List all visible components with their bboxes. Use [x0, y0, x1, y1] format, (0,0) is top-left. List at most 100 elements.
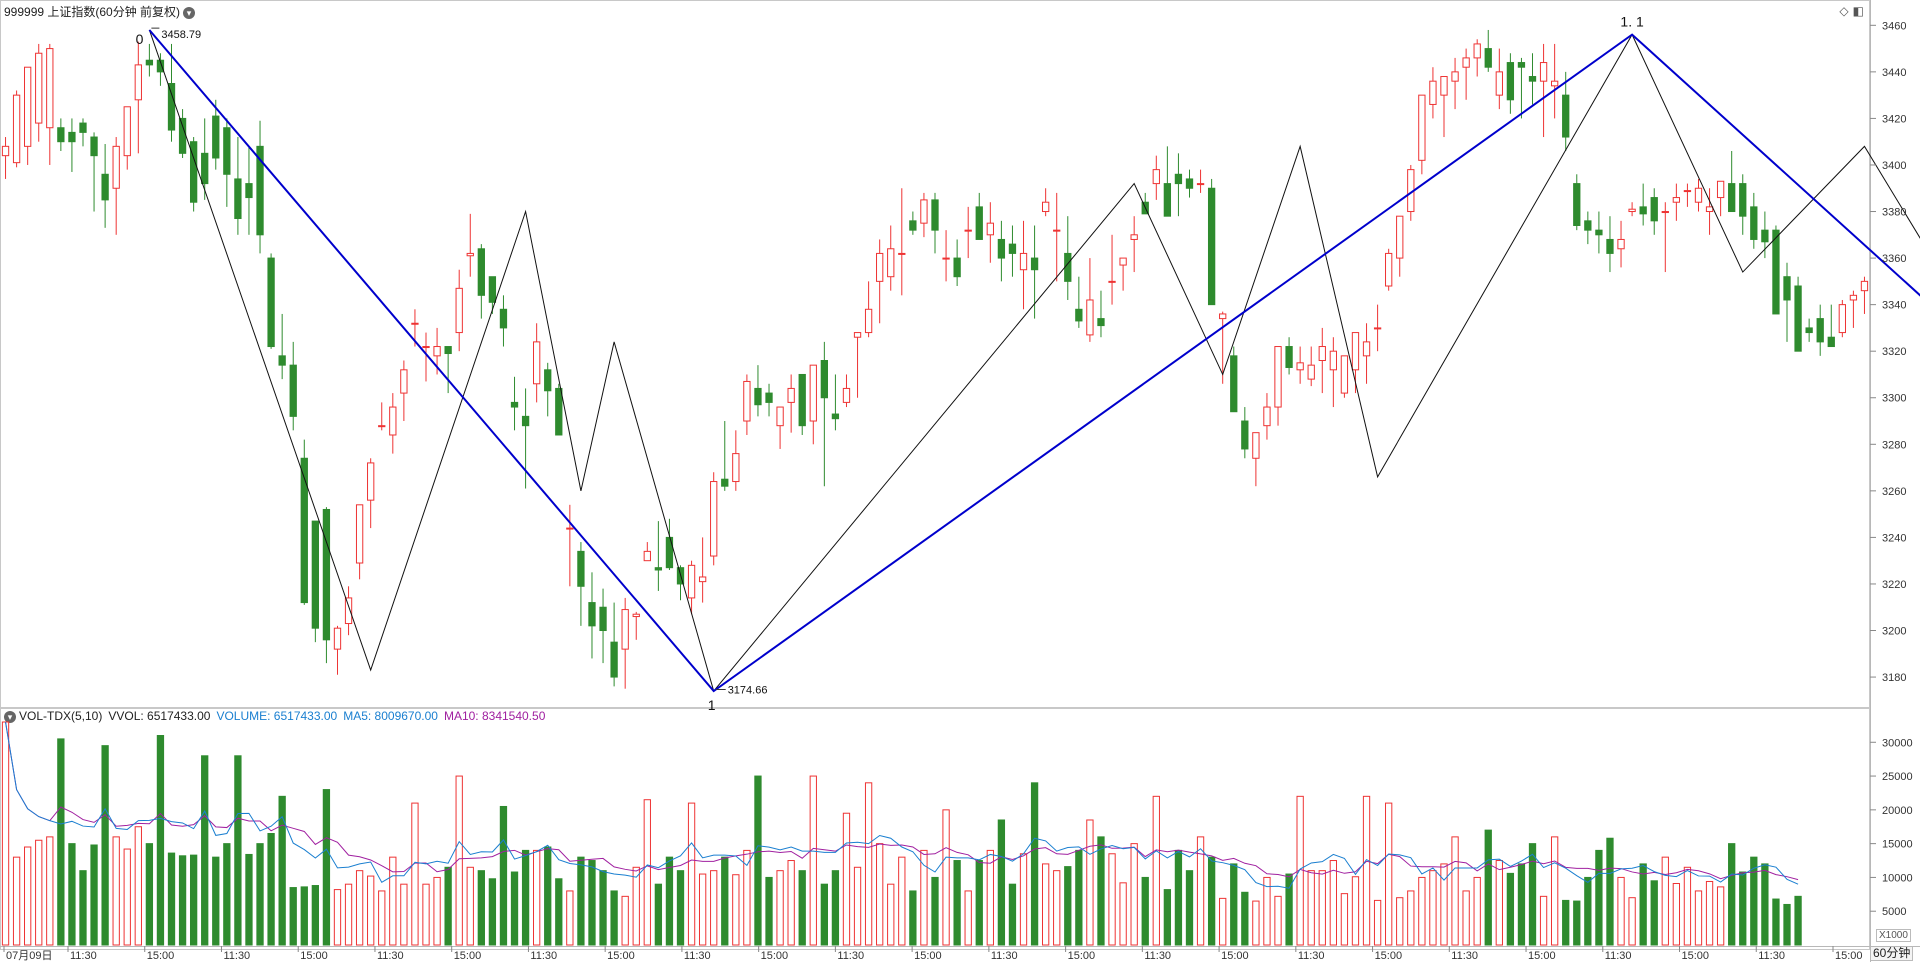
- candle-body: [1528, 76, 1537, 82]
- candle-body: [223, 127, 231, 175]
- high-value-label: 3458.79: [161, 29, 201, 41]
- volume-bar: [267, 833, 275, 946]
- candle-body: [1041, 201, 1050, 213]
- chevron-down-icon[interactable]: ▾: [4, 710, 16, 723]
- candle: [1772, 225, 1780, 315]
- price-axis-label: 3380: [1882, 207, 1906, 219]
- time-axis-label: 15:00: [1835, 950, 1863, 962]
- candle-body: [632, 613, 640, 618]
- candle: [311, 520, 320, 643]
- candle-body: [1252, 432, 1260, 459]
- candle-body: [698, 576, 707, 583]
- candle: [1495, 48, 1503, 110]
- volume-bar: [1196, 836, 1205, 946]
- candle-body: [1130, 234, 1138, 240]
- volume-bar: [687, 802, 696, 946]
- volume-bar: [920, 849, 928, 946]
- panel-toggle-icon[interactable]: ◧: [1852, 4, 1864, 18]
- candle-body: [1462, 57, 1470, 68]
- candle-body: [1019, 252, 1028, 271]
- candle-body: [278, 355, 286, 366]
- volume-bar: [654, 883, 663, 946]
- candle: [24, 66, 32, 165]
- volume-bar: [986, 849, 994, 946]
- volume-bar: [123, 848, 131, 946]
- volume-indicator-header: ▾ VOL-TDX(5,10) VVOL: 6517433.00 VOLUME: 65…: [4, 709, 551, 723]
- candle-body: [1075, 308, 1083, 322]
- candle-body: [732, 453, 740, 483]
- candle: [355, 504, 364, 580]
- candle: [687, 560, 696, 615]
- candle-body: [1207, 187, 1216, 306]
- candle-body: [68, 131, 76, 143]
- volume-bar: [842, 812, 851, 946]
- volume-bar: [278, 795, 286, 946]
- candle: [1307, 346, 1315, 387]
- candle: [643, 542, 651, 562]
- volume-bar: [1385, 802, 1393, 946]
- volume-bar: [1362, 795, 1371, 946]
- volume-bar: [1739, 871, 1747, 946]
- price-axis-label: 3280: [1882, 439, 1906, 451]
- volume-bar: [344, 883, 353, 946]
- volume-bar: [1716, 886, 1725, 946]
- candle-body: [1650, 197, 1658, 222]
- volume-bar: [234, 755, 242, 946]
- candle-body: [367, 462, 375, 501]
- candle-body: [621, 609, 629, 650]
- candle-body: [898, 252, 906, 255]
- volume-bar: [411, 802, 419, 946]
- volume-bar: [643, 799, 651, 946]
- candle-body: [1296, 362, 1304, 371]
- volume-bar: [1285, 873, 1293, 946]
- diamond-icon[interactable]: ◇: [1839, 4, 1849, 18]
- candle-body: [1716, 180, 1725, 199]
- candle-body: [1119, 257, 1127, 266]
- period-selector[interactable]: 60分钟: [1870, 946, 1914, 961]
- candle: [1196, 169, 1205, 193]
- candle-body: [134, 64, 142, 101]
- volume-bar: [1772, 898, 1780, 946]
- candle: [156, 53, 165, 86]
- candle: [588, 572, 596, 659]
- chart-title: 999999 上证指数(60分钟 前复权) ▾: [4, 3, 196, 20]
- candle-body: [1064, 252, 1072, 282]
- candle-body: [1030, 257, 1039, 271]
- candle: [1252, 432, 1260, 487]
- price-axis-label: 3180: [1882, 672, 1906, 684]
- candle-body: [167, 83, 176, 131]
- candle: [112, 137, 120, 235]
- candle-body: [1451, 71, 1459, 82]
- candle-body: [35, 52, 43, 124]
- candle: [278, 313, 286, 380]
- candle: [1550, 43, 1559, 119]
- volume-bar: [499, 805, 508, 946]
- candle-body: [1351, 332, 1360, 371]
- time-axis-label: 15:00: [147, 950, 175, 962]
- candle-body: [178, 117, 187, 154]
- candle-body: [765, 392, 773, 403]
- candle-body: [986, 222, 994, 236]
- candle-body: [588, 602, 596, 627]
- volume-bar: [367, 875, 375, 946]
- candle: [1207, 178, 1216, 306]
- candle-body: [909, 220, 917, 231]
- candle: [787, 374, 795, 433]
- volume-bar: [455, 775, 463, 946]
- chevron-down-icon[interactable]: ▾: [183, 6, 196, 19]
- candle-body: [112, 145, 120, 189]
- candle-body: [1086, 299, 1094, 336]
- price-axis-label: 3400: [1882, 160, 1906, 172]
- candle-body: [300, 457, 308, 604]
- candle: [997, 220, 1006, 282]
- volume-bar: [820, 883, 829, 946]
- candle-body: [975, 206, 983, 240]
- volume-bar: [378, 890, 386, 946]
- volume-bar: [256, 843, 264, 946]
- volume-bar: [1506, 872, 1515, 946]
- volume-bar: [1429, 870, 1437, 946]
- volume-bar: [1783, 903, 1791, 946]
- candle-body: [378, 425, 386, 428]
